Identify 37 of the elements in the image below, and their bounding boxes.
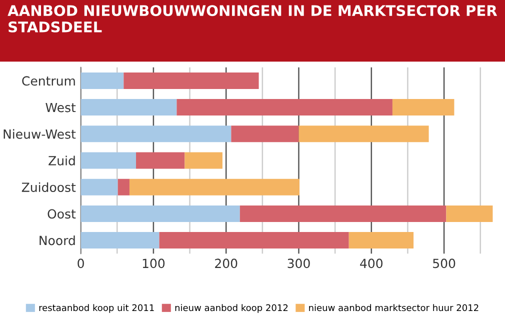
bar — [392, 99, 454, 116]
y-tick-label: Nieuw-West — [4, 129, 76, 139]
bar — [184, 152, 222, 169]
bar — [176, 99, 392, 116]
y-tick-label: Zuidoost — [22, 182, 76, 192]
x-tick-label: 100 — [142, 258, 165, 268]
x-tick-label: 500 — [433, 258, 456, 268]
x-tick-label: 0 — [78, 258, 84, 268]
legend-label: nieuw aanbod marktsector huur 2012 — [309, 304, 478, 312]
bar — [129, 178, 300, 196]
y-tick-label: Centrum — [22, 76, 75, 86]
legend-label: nieuw aanbod koop 2012 — [175, 304, 288, 313]
bar — [348, 232, 414, 249]
bar — [80, 232, 160, 249]
bar — [80, 126, 232, 142]
bar — [298, 126, 429, 142]
y-tick-label: Noord — [40, 236, 75, 246]
bar — [136, 152, 185, 169]
y-tick-label: West — [46, 102, 76, 112]
bar — [159, 232, 349, 249]
bar — [124, 72, 259, 89]
bar — [80, 152, 136, 169]
bar — [118, 178, 130, 196]
bar — [446, 205, 493, 222]
bar — [80, 72, 124, 89]
bar — [231, 126, 299, 142]
x-tick-label: 400 — [360, 258, 382, 268]
y-tick-label: Oost — [48, 209, 76, 219]
bar — [240, 205, 446, 222]
bar — [80, 99, 177, 116]
x-tick-label: 200 — [215, 258, 238, 268]
bar — [80, 178, 118, 196]
x-tick-label: 300 — [288, 258, 310, 268]
bar — [80, 205, 240, 222]
chart-title: AANBOD NIEUWBOUWWONINGEN IN DE MARKTSECTOR PER STADSDEEL — [8, 5, 498, 32]
legend-label: restaanbod koop uit 2011 — [39, 304, 154, 313]
y-tick-label: Zuid — [48, 156, 75, 166]
